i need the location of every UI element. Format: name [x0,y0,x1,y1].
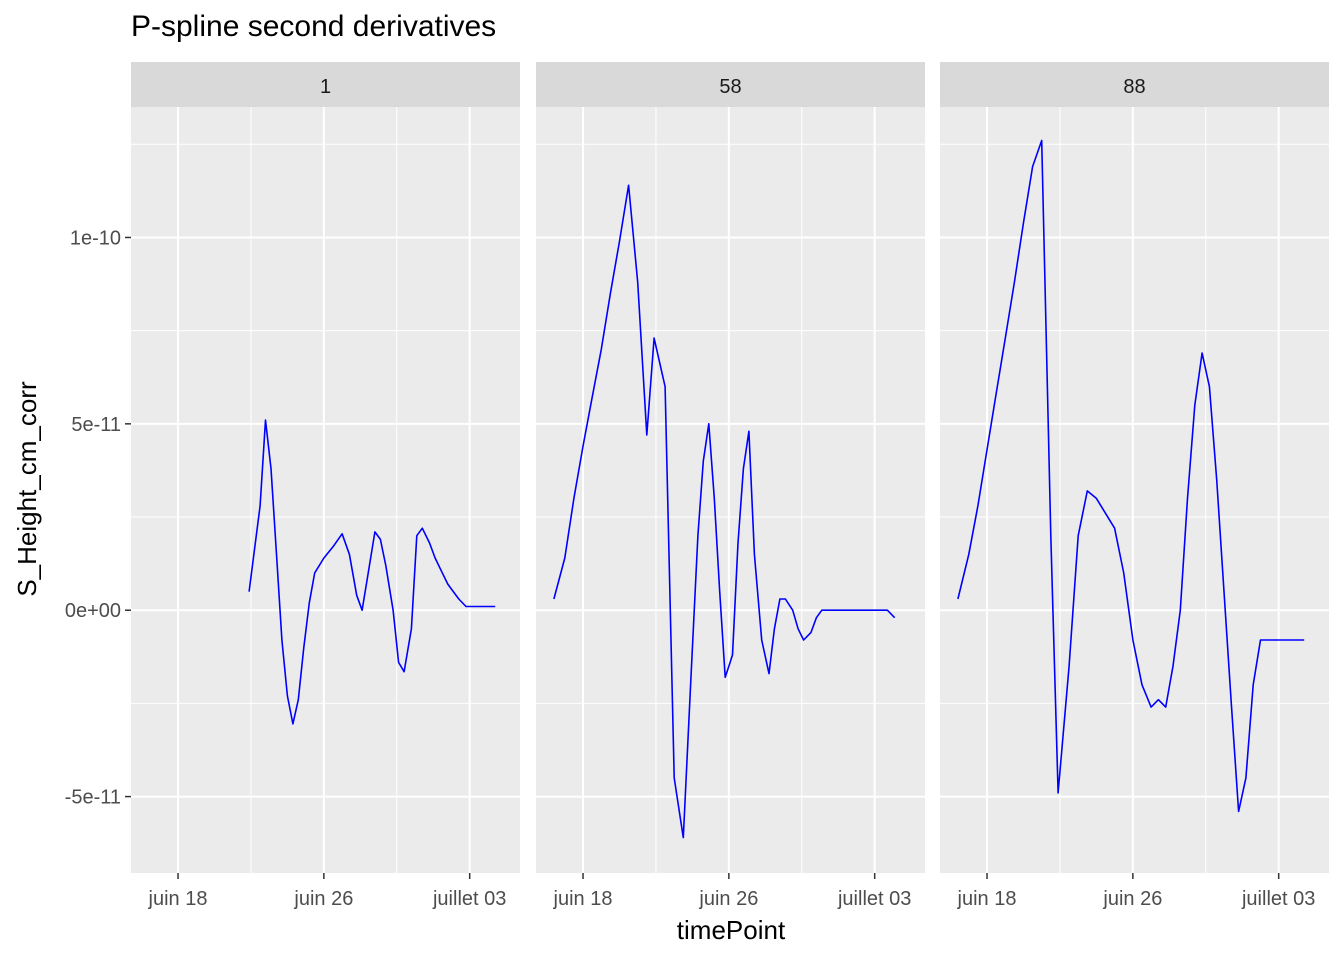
y-axis: -5e-11 0e+00 5e-11 1e-10 [65,227,131,809]
y-tick-label: 0e+00 [65,600,121,622]
x-tick-label: juillet 03 [837,888,911,910]
facet-strip-label: 88 [1123,76,1145,98]
facet-strip-label: 1 [320,76,331,98]
facet-panel-88: 88 juin 18 juin 26 juillet 03 [940,62,1329,910]
series-line-58 [553,184,896,839]
x-tick-label: juin 18 [957,888,1017,910]
x-tick-label: juillet 03 [1241,888,1315,910]
panel-background [131,107,520,873]
y-tick-label: 1e-10 [70,227,121,249]
facet-strip [131,62,520,107]
x-tick-label: juillet 03 [432,888,506,910]
y-axis-title: S_Height_cm_corr [12,381,42,597]
facet-panel-58: 58 juin 18 juin 26 juillet 03 [536,62,925,910]
series-line-88 [957,139,1305,813]
series-line-1 [248,419,496,725]
facet-strip [536,62,925,107]
panel-background [536,107,925,873]
x-tick-label: juin 26 [698,888,758,910]
facet-panels: 1 juin 18 juin 26 juillet 03 58 juin 18 juin 2… [131,62,1329,910]
x-tick-label: juin 18 [553,888,613,910]
x-tick-label: juin 26 [293,888,353,910]
facet-strip-label: 58 [719,76,741,98]
y-tick-label: 5e-11 [71,414,121,436]
chart-title: P-spline second derivatives [131,10,497,43]
x-tick-label: juin 26 [1102,888,1162,910]
facet-panel-1: 1 juin 18 juin 26 juillet 03 [131,62,520,910]
facet-strip [940,62,1329,107]
x-tick-label: juin 18 [148,888,208,910]
y-tick-label: -5e-11 [65,787,121,809]
x-axis-title: timePoint [677,915,786,945]
panel-background [940,107,1329,873]
